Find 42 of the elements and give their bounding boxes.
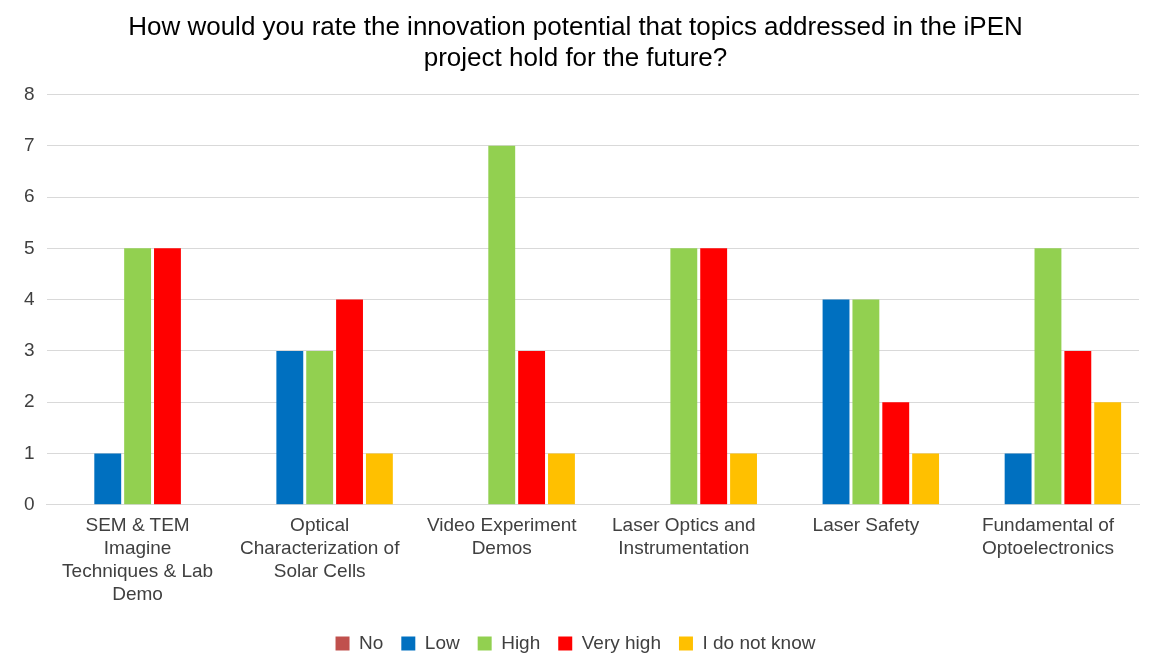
y-tick-label: 6 — [23, 185, 35, 207]
legend-label: High — [501, 631, 541, 653]
bar — [94, 453, 122, 505]
bar — [882, 402, 910, 505]
x-tick-label: Fundamental of Optoelectronics — [981, 514, 1115, 559]
y-tick-label: 3 — [23, 339, 35, 361]
legend-label: I do not know — [702, 631, 816, 653]
y-tick-label: 2 — [23, 390, 35, 412]
bar — [548, 453, 575, 505]
bar — [124, 248, 152, 505]
bar — [1064, 350, 1092, 505]
bar — [1094, 402, 1122, 505]
x-tick-label: Video Experiment Demos — [426, 514, 578, 559]
bar — [670, 248, 698, 505]
x-tick-label: Optical Characterization of Solar Cells — [239, 514, 401, 582]
bar — [306, 350, 334, 505]
y-tick-label: 7 — [23, 133, 35, 155]
legend-label: Very high — [581, 631, 661, 653]
y-tick-label: 1 — [23, 441, 35, 463]
bar — [518, 350, 546, 505]
bar — [154, 248, 181, 505]
legend-label: Low — [424, 631, 460, 653]
bar — [700, 248, 728, 505]
bar — [336, 299, 363, 505]
bar — [1004, 453, 1032, 505]
y-tick-label: 4 — [23, 287, 35, 309]
y-tick-label: 8 — [23, 82, 35, 104]
x-tick-label: Laser Optics and Instrumentation — [612, 514, 756, 559]
bar — [488, 145, 516, 505]
bar — [365, 453, 393, 505]
bar — [822, 299, 850, 505]
chart-title: How would you rate the innovation potential that topics addressed in the iPEN project hold for the future? — [128, 10, 1023, 72]
bar — [276, 350, 304, 505]
bar — [730, 453, 757, 505]
x-tick-label: Laser Safety — [812, 514, 920, 536]
x-tick-label: SEM & TEM Imagine Techniques & Lab Demo — [62, 514, 214, 604]
bar — [912, 453, 940, 505]
legend-label: No — [359, 631, 384, 653]
y-tick-label: 5 — [23, 236, 35, 258]
y-tick-label: 0 — [23, 493, 35, 515]
bar — [1034, 248, 1062, 505]
bar — [852, 299, 880, 505]
